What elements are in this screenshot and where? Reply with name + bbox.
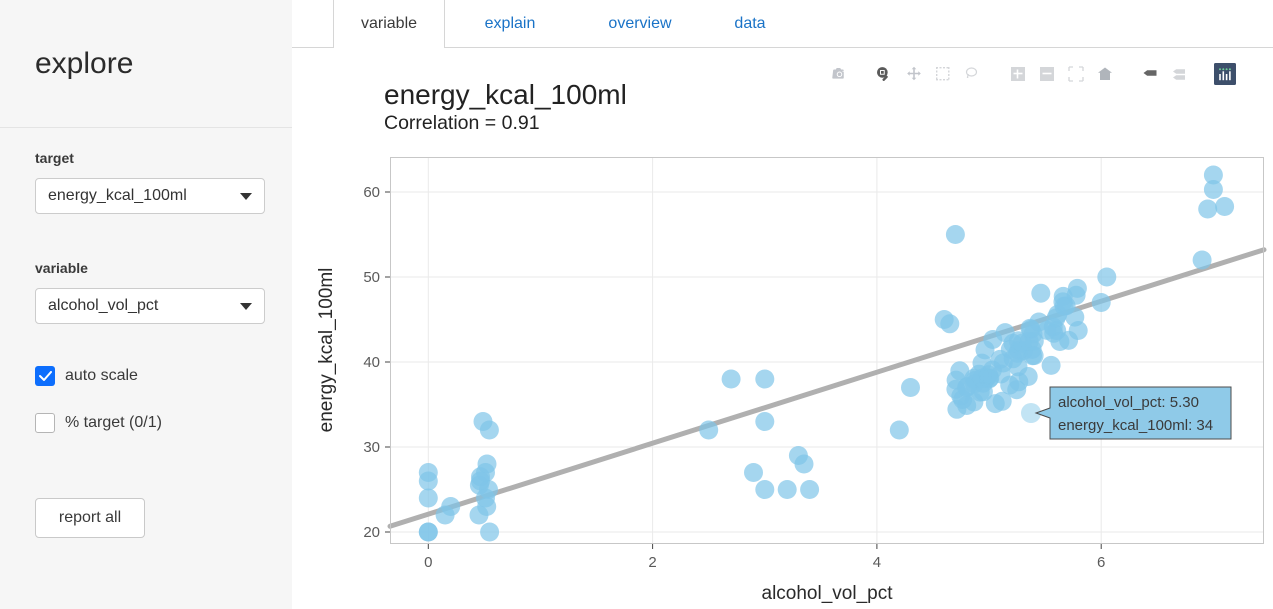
svg-text:0: 0	[424, 554, 432, 571]
svg-text:20: 20	[363, 524, 380, 541]
svg-text:energy_kcal_100ml: 34: energy_kcal_100ml: 34	[1058, 417, 1213, 434]
svg-text:4: 4	[873, 554, 881, 571]
svg-text:60: 60	[363, 184, 380, 201]
svg-text:40: 40	[363, 354, 380, 371]
svg-text:alcohol_vol_pct: 5.30: alcohol_vol_pct: 5.30	[1058, 394, 1199, 411]
svg-text:30: 30	[363, 439, 380, 456]
svg-text:energy_kcal_100ml: energy_kcal_100ml	[316, 268, 337, 433]
svg-text:alcohol_vol_pct: alcohol_vol_pct	[762, 583, 894, 604]
svg-text:50: 50	[363, 269, 380, 286]
svg-text:6: 6	[1097, 554, 1105, 571]
svg-text:2: 2	[648, 554, 656, 571]
